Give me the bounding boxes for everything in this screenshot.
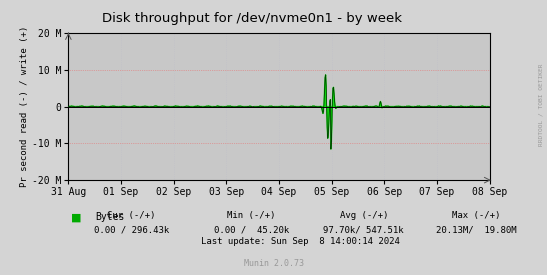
Text: Last update: Sun Sep  8 14:00:14 2024: Last update: Sun Sep 8 14:00:14 2024 (201, 238, 400, 246)
Text: 0.00 /  45.20k: 0.00 / 45.20k (214, 225, 289, 234)
Text: RRDTOOL / TOBI OETIKER: RRDTOOL / TOBI OETIKER (538, 63, 543, 146)
Text: Cur (-/+): Cur (-/+) (107, 211, 155, 220)
Text: 97.70k/ 547.51k: 97.70k/ 547.51k (323, 225, 404, 234)
Text: 20.13M/  19.80M: 20.13M/ 19.80M (435, 225, 516, 234)
Text: Min (-/+): Min (-/+) (228, 211, 276, 220)
Text: 0.00 / 296.43k: 0.00 / 296.43k (94, 225, 169, 234)
Text: Avg (-/+): Avg (-/+) (340, 211, 388, 220)
Text: Bytes: Bytes (96, 212, 125, 222)
Text: Disk throughput for /dev/nvme0n1 - by week: Disk throughput for /dev/nvme0n1 - by we… (102, 12, 401, 25)
Text: Max (-/+): Max (-/+) (452, 211, 500, 220)
Y-axis label: Pr second read (-) / write (+): Pr second read (-) / write (+) (20, 26, 30, 187)
Text: ■: ■ (71, 212, 82, 222)
Text: Munin 2.0.73: Munin 2.0.73 (243, 260, 304, 268)
